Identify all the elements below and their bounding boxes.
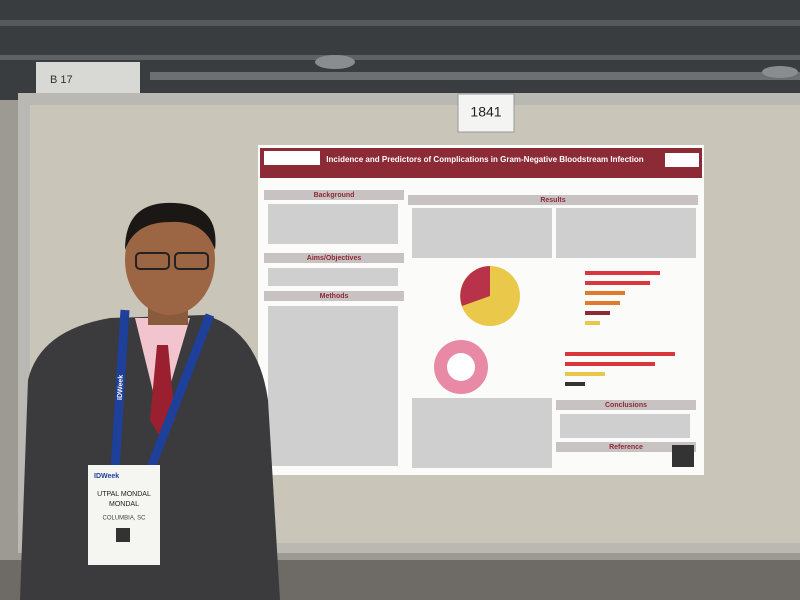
poster-bar [565,352,675,356]
poster-bar [585,321,600,325]
board-number-card [457,93,515,133]
booth-sign [36,62,140,98]
text-block [268,204,398,244]
poster-section: Methods [320,293,349,300]
badge-qr [116,528,130,542]
text-block [268,268,398,286]
section-bar [556,400,696,410]
qr-code [672,445,694,467]
hair [125,202,216,250]
booth-sign-text: B 17 [50,74,73,86]
ceiling-light [315,55,355,69]
donut-hole [447,353,475,381]
text-block [268,306,398,466]
ceiling-light [762,66,798,78]
poster-bar [585,271,660,275]
poster-bar [585,281,650,285]
section-bar [556,442,696,452]
poster-section: Background [314,192,355,199]
section-bar [408,195,698,205]
poster-bar [565,372,605,376]
pie-slice [460,266,490,306]
ceiling-beam [0,55,800,60]
glasses [174,252,209,270]
poster-section: Reference [609,444,643,451]
table [412,208,552,258]
board-number: 1841 [470,104,501,120]
badge [88,465,160,565]
badge-city: COLUMBIA, SC [102,516,146,522]
poster-section: Conclusions [605,402,647,409]
section-bar [264,253,404,263]
table [556,208,696,258]
poster-section: Results [540,197,565,204]
glasses [135,252,170,270]
lanyard-text: IDWeek [117,375,125,400]
poster-logo [665,153,699,167]
poster-bar [565,362,655,366]
poster-logo [264,151,320,165]
ceiling-beam [150,72,800,80]
bar-chart [565,271,675,386]
ceiling-beam [0,20,800,26]
suit [20,315,280,600]
table [412,398,552,468]
section-bar [264,190,404,200]
poster-header [260,148,702,178]
poster-bar [585,301,620,305]
badge-name: UTPAL MONDAL [97,491,151,498]
badge-surname: MONDAL [109,501,139,508]
text-block [560,414,690,438]
poster-bar [585,291,625,295]
section-bar [264,291,404,301]
poster-text-lines [268,204,696,468]
poster-bar [585,311,610,315]
poster-bar [565,382,585,386]
poster-section-bars [264,190,698,452]
poster-title: Incidence and Predictors of Complication… [326,155,644,164]
lanyard [110,309,215,472]
poster-section: Aims/Objectives [307,255,362,262]
badge-event: IDWeek [94,473,119,480]
